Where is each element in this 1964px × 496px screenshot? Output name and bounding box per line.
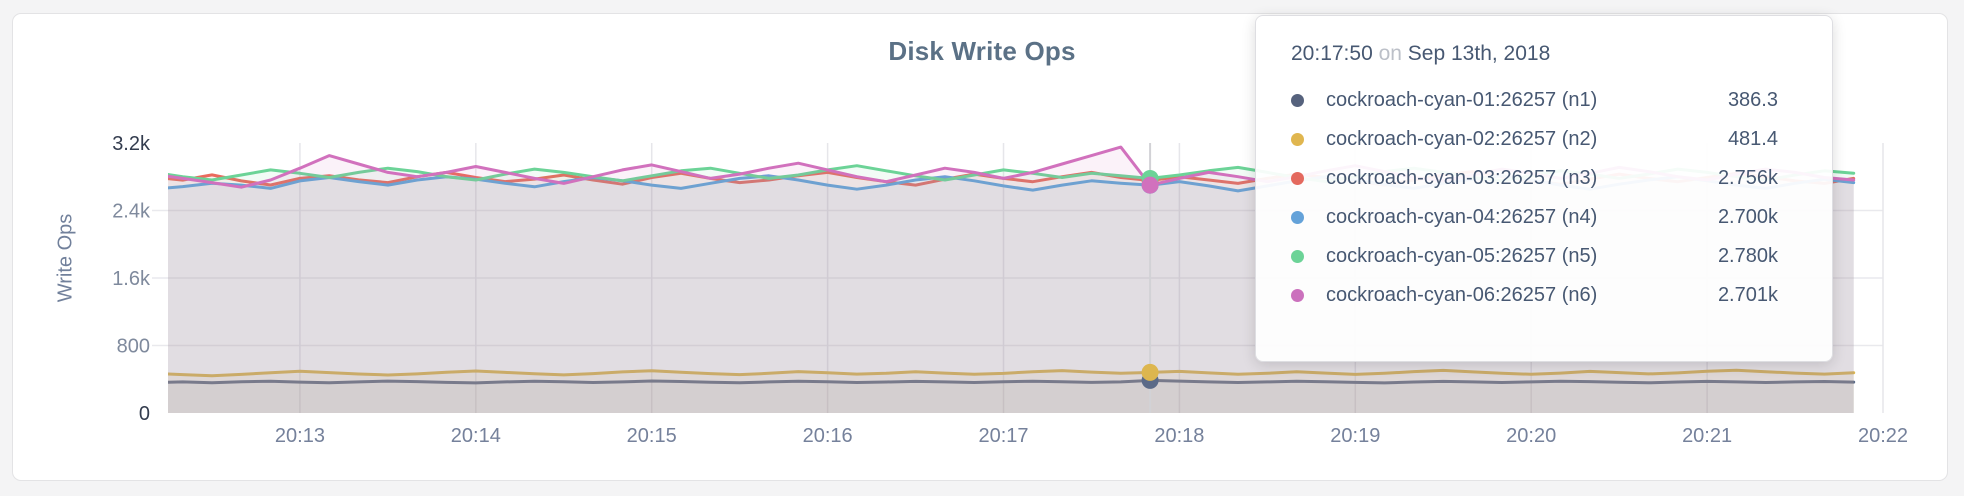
svg-text:20:13: 20:13 <box>275 425 325 447</box>
tooltip-series-row: cockroach-cyan-01:26257 (n1) 386.3 <box>1291 81 1778 120</box>
series-color-dot <box>1291 250 1304 263</box>
svg-text:1.6k: 1.6k <box>112 268 151 290</box>
svg-text:20:22: 20:22 <box>1858 425 1908 447</box>
svg-text:20:16: 20:16 <box>803 425 853 447</box>
series-name: cockroach-cyan-01:26257 (n1) <box>1326 89 1598 111</box>
axis-tick-labels: 0 800 1.6k 2.4k 3.2k 20:13 20:14 20:15 20:16 20:1… <box>112 133 1908 447</box>
tooltip-on-word: on <box>1378 42 1402 65</box>
series-name: cockroach-cyan-06:26257 (n6) <box>1326 284 1598 306</box>
tooltip-series-row: cockroach-cyan-06:26257 (n6) 2.701k <box>1291 276 1778 315</box>
tooltip-header: 20:17:50 on Sep 13th, 2018 <box>1291 42 1778 66</box>
svg-text:0: 0 <box>139 403 150 425</box>
svg-text:800: 800 <box>117 336 150 358</box>
svg-text:20:14: 20:14 <box>451 425 501 447</box>
tooltip-series-row: cockroach-cyan-02:26257 (n2) 481.4 <box>1291 120 1778 159</box>
tooltip-series-row: cockroach-cyan-05:26257 (n5) 2.780k <box>1291 237 1778 276</box>
series-name: cockroach-cyan-02:26257 (n2) <box>1326 128 1598 150</box>
tooltip-series-row: cockroach-cyan-03:26257 (n3) 2.756k <box>1291 159 1778 198</box>
svg-text:20:19: 20:19 <box>1330 425 1380 447</box>
series-color-dot <box>1291 133 1304 146</box>
svg-text:20:15: 20:15 <box>627 425 677 447</box>
series-color-dot <box>1291 289 1304 302</box>
tooltip-series-row: cockroach-cyan-04:26257 (n4) 2.700k <box>1291 198 1778 237</box>
chart-tooltip: 20:17:50 on Sep 13th, 2018 cockroach-cya… <box>1255 15 1833 362</box>
svg-text:20:20: 20:20 <box>1506 425 1556 447</box>
hover-dots <box>1141 169 1159 389</box>
series-value: 2.701k <box>1717 284 1778 306</box>
series-name: cockroach-cyan-04:26257 (n4) <box>1326 206 1598 228</box>
series-color-dot <box>1291 94 1304 107</box>
series-color-dot <box>1291 211 1304 224</box>
chart-title: Disk Write Ops <box>888 36 1076 66</box>
tooltip-time: 20:17:50 <box>1291 42 1373 65</box>
tooltip-date: Sep 13th, 2018 <box>1407 42 1551 65</box>
series-color-dot <box>1291 172 1304 185</box>
svg-text:2.4k: 2.4k <box>112 201 151 223</box>
svg-text:3.2k: 3.2k <box>112 133 151 155</box>
series-value: 481.4 <box>1727 128 1778 150</box>
series-value: 2.700k <box>1717 206 1778 228</box>
svg-text:20:18: 20:18 <box>1154 425 1204 447</box>
series-value: 2.756k <box>1717 167 1778 189</box>
svg-text:20:21: 20:21 <box>1682 425 1732 447</box>
series-name: cockroach-cyan-05:26257 (n5) <box>1326 245 1598 267</box>
series-value: 2.780k <box>1717 245 1778 267</box>
series-name: cockroach-cyan-03:26257 (n3) <box>1326 167 1598 189</box>
svg-text:20:17: 20:17 <box>978 425 1028 447</box>
series-value: 386.3 <box>1727 89 1778 111</box>
